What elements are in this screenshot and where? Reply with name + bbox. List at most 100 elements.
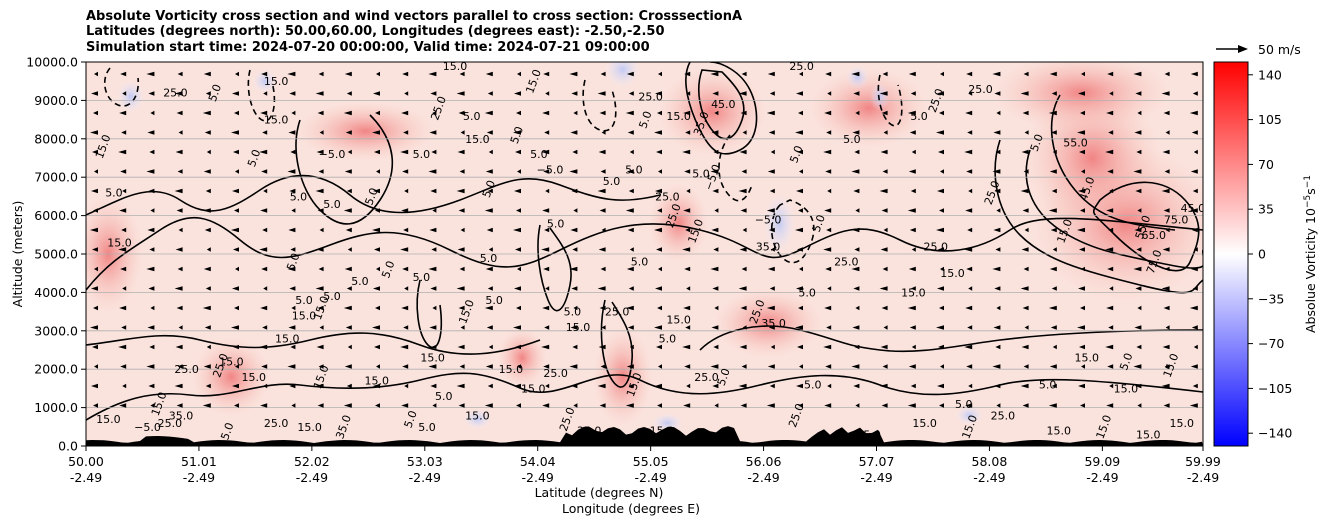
- wind-vector-231: [428, 364, 437, 369]
- wind-vector-685: [1161, 91, 1170, 96]
- contour-label-80: 5.0: [843, 133, 861, 146]
- wind-vector-409: [711, 325, 719, 330]
- contour-label-110: 5.0: [418, 421, 436, 434]
- wind-vector-674: [1134, 227, 1142, 233]
- wind-vector-19: [122, 91, 127, 96]
- wind-vector-195: [376, 364, 380, 369]
- wind-vector-118: [261, 266, 268, 272]
- wind-vector-345: [627, 130, 634, 135]
- wind-vector-471: [826, 130, 832, 135]
- wind-vector-194: [374, 344, 380, 350]
- wind-vector-468: [825, 71, 832, 77]
- wind-vector-542: [939, 110, 944, 116]
- wind-vector-561: [967, 130, 973, 135]
- contour-label-59: 35.0: [761, 317, 786, 330]
- colorbar-tick-label-3: 35: [1258, 202, 1274, 217]
- wind-vector-14: [92, 344, 98, 350]
- wind-vector-443: [769, 286, 775, 291]
- contour-label-101: 45.0: [711, 98, 736, 111]
- wind-vector-628: [1051, 383, 1057, 389]
- wind-vector-651: [1108, 130, 1114, 135]
- contour-label-72: 5.0: [1039, 379, 1057, 392]
- contour-label-76: 5.0: [402, 409, 420, 430]
- wind-vector-638: [1077, 227, 1085, 233]
- wind-vector-549: [938, 247, 944, 252]
- wind-vector-658: [1107, 266, 1114, 272]
- wind-vector-436: [770, 149, 775, 155]
- wind-vector-462: [798, 305, 803, 311]
- contour-label-39: 15.0: [666, 313, 691, 326]
- wind-vector-12: [93, 305, 98, 311]
- wind-vector-52: [148, 383, 155, 389]
- wind-vector-196: [373, 383, 380, 389]
- wind-vector-687: [1165, 130, 1170, 135]
- wind-vector-629: [1048, 403, 1057, 408]
- wind-vector-609: [1023, 364, 1029, 369]
- wind-vector-580: [995, 149, 1001, 155]
- wind-vector-464: [797, 344, 803, 350]
- wind-vector-602: [1024, 227, 1029, 233]
- wind-vector-586: [992, 266, 1001, 272]
- wind-vector-286: [514, 383, 521, 389]
- wind-vector-291: [544, 130, 550, 135]
- wind-vector-34: [122, 383, 127, 389]
- x-tick-label-lat-7: 57.07: [859, 454, 895, 469]
- wind-vector-585: [995, 247, 1001, 252]
- wind-vector-199: [404, 91, 409, 96]
- wind-vector-135: [290, 247, 296, 252]
- wind-vector-427: [742, 325, 747, 330]
- wind-vector-25: [119, 208, 127, 213]
- wind-vector-402: [712, 188, 719, 194]
- y-tick-label-10: 10000.0: [26, 55, 78, 70]
- wind-vector-683: [1137, 403, 1142, 408]
- wind-vector-68: [175, 344, 183, 350]
- wind-vector-615: [1050, 130, 1057, 135]
- wind-vector-420: [738, 188, 747, 194]
- wind-vector-369: [656, 247, 662, 252]
- wind-vector-149: [318, 169, 324, 174]
- wind-vector-54: [177, 71, 183, 77]
- y-tick-label-5: 5000.0: [34, 247, 78, 262]
- wind-vector-642: [1080, 305, 1085, 311]
- wind-vector-219: [429, 130, 437, 135]
- wind-vector-393: [684, 364, 691, 369]
- contour-label-83: 5.0: [547, 217, 565, 230]
- wind-vector-169: [343, 208, 352, 213]
- wind-vector-698: [1162, 344, 1170, 350]
- wind-vector-223: [432, 208, 437, 213]
- wind-vector-428: [739, 344, 747, 350]
- wind-vector-140: [290, 344, 296, 350]
- x-tick-label-lat-0: 50.00: [68, 454, 104, 469]
- wind-vector-604: [1023, 266, 1029, 272]
- wind-vector-415: [738, 91, 747, 96]
- colorbar-tick-label-0: 140: [1258, 67, 1282, 82]
- wind-vector-18: [120, 71, 127, 77]
- wind-vector-419: [741, 169, 747, 174]
- wind-vector-119: [263, 286, 268, 291]
- contour-line-4: [699, 325, 1203, 353]
- wind-vector-240: [456, 188, 465, 194]
- wind-vector-243: [457, 247, 465, 252]
- wind-vector-649: [1109, 91, 1114, 96]
- contour-label-92: −5.0: [537, 164, 564, 177]
- wind-vector-412: [712, 383, 719, 389]
- vorticity-blob-3: [657, 66, 768, 157]
- wind-vector-705: [1191, 130, 1198, 135]
- wind-vector-425: [738, 286, 747, 291]
- contour-line-2: [86, 372, 1203, 421]
- wind-vector-529: [907, 208, 916, 213]
- wind-vector-514: [882, 266, 888, 272]
- wind-vector-332: [601, 227, 606, 233]
- wind-vector-264: [484, 305, 493, 311]
- wind-vector-693: [1162, 247, 1170, 252]
- wind-vector-283: [513, 325, 521, 330]
- wind-vector-541: [937, 91, 944, 96]
- wind-vector-317: [571, 286, 578, 291]
- wind-vector-174: [343, 305, 352, 311]
- colorbar-ticks: 140 105 70 35 0 −35 −70 −105 −140: [1248, 67, 1292, 441]
- wind-vector-397: [712, 91, 719, 96]
- wind-vector-452: [798, 110, 803, 116]
- wind-vector-354: [625, 305, 634, 311]
- wind-vector-429: [741, 364, 747, 369]
- wind-vector-360: [658, 71, 662, 77]
